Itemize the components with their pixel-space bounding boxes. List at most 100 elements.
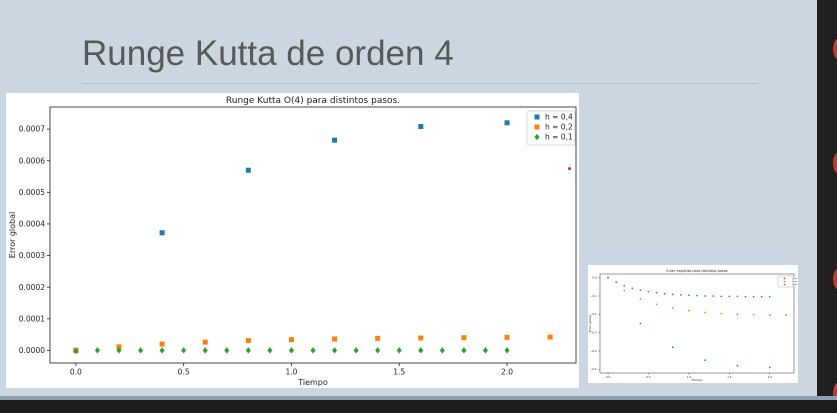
inset-chart-svg: Euler explicito para distintos pasos Tiem… — [588, 269, 799, 382]
data-point — [375, 347, 381, 354]
data-point — [224, 347, 230, 354]
data-point — [655, 303, 658, 306]
legend-label: h = 0,4 — [793, 276, 799, 280]
data-point — [623, 284, 626, 287]
data-point — [288, 347, 294, 354]
data-point — [736, 313, 739, 316]
y-tick-label: 0.0 — [592, 276, 596, 280]
legend-label: h = 0,1 — [793, 282, 799, 286]
legend-marker — [534, 124, 540, 130]
data-point — [159, 341, 165, 347]
data-point — [655, 291, 658, 294]
data-point — [752, 313, 755, 316]
y-tick-label: 0.0001 — [19, 314, 45, 323]
data-point — [607, 276, 609, 279]
data-point — [482, 347, 488, 354]
data-point — [504, 334, 510, 340]
y-tick-label: −0.2 — [590, 312, 597, 316]
data-point — [768, 295, 771, 298]
data-point — [768, 314, 771, 316]
y-tick-label: 0.0000 — [19, 346, 45, 355]
data-point — [696, 294, 698, 297]
legend-marker — [534, 114, 540, 120]
data-point — [245, 167, 251, 173]
x-tick-label: 1.0 — [687, 375, 691, 379]
y-axis-label: Error global — [8, 212, 17, 258]
y-tick-label: −0.4 — [590, 349, 597, 353]
legend-label: h = 0,2 — [545, 123, 573, 132]
side-marker — [833, 152, 837, 174]
data-point — [439, 347, 445, 354]
data-point — [760, 295, 763, 298]
data-point — [720, 295, 723, 298]
y-tick-label: 0.0002 — [19, 283, 45, 292]
data-point — [332, 137, 338, 143]
data-point — [288, 337, 294, 343]
legend-label: h = 0,1 — [545, 133, 573, 142]
side-marker — [833, 382, 837, 404]
x-tick-label: 0.0 — [70, 368, 82, 377]
right-side-panel — [817, 0, 837, 413]
data-point — [418, 335, 424, 341]
data-point — [671, 293, 674, 296]
title-divider — [82, 83, 758, 84]
bottom-bar — [0, 400, 837, 413]
chart-title: Euler explicito para distintos pasos — [666, 269, 727, 273]
data-point — [418, 347, 424, 354]
y-tick-label: 0.0005 — [19, 188, 45, 197]
legend-label: h = 0,4 — [545, 113, 573, 122]
data-point — [720, 312, 723, 315]
legend-box — [777, 275, 795, 288]
side-marker — [833, 38, 837, 60]
data-point — [202, 347, 208, 354]
data-point — [712, 295, 715, 297]
data-point — [647, 290, 650, 293]
data-point — [679, 294, 682, 296]
data-point — [181, 347, 187, 354]
legend-label: h = 0,2 — [793, 279, 799, 283]
y-tick-label: 0.0007 — [19, 125, 45, 134]
x-tick-label: 0.5 — [646, 375, 650, 379]
data-point — [396, 347, 402, 354]
data-point — [688, 309, 690, 312]
main-chart-svg: Runge Kutta O(4) para distintos pasos. Ti… — [8, 96, 577, 387]
data-point — [639, 322, 642, 325]
x-tick-label: 1.0 — [285, 368, 297, 377]
data-point — [639, 289, 642, 292]
x-tick-label: 0.0 — [606, 375, 610, 379]
data-point — [267, 347, 273, 354]
data-point — [639, 298, 642, 300]
x-tick-label: 2.0 — [768, 375, 772, 379]
data-point — [245, 338, 251, 344]
data-point — [332, 347, 338, 354]
data-point — [671, 307, 674, 309]
data-point — [704, 311, 706, 314]
plot-frame — [49, 106, 577, 364]
data-point — [73, 347, 79, 355]
data-point — [547, 334, 553, 340]
y-tick-label: −0.3 — [590, 331, 597, 335]
data-point — [461, 335, 467, 341]
data-point — [704, 295, 706, 297]
x-axis-label: Tiempo — [297, 378, 328, 387]
main-chart: Runge Kutta O(4) para distintos pasos. Ti… — [6, 93, 579, 388]
data-point — [728, 295, 731, 298]
data-point — [631, 287, 634, 290]
legend-marker — [783, 280, 786, 283]
data-point — [752, 295, 755, 298]
data-point — [736, 295, 739, 298]
legend-marker — [783, 277, 786, 280]
y-tick-label: −0.1 — [590, 294, 597, 298]
data-point — [353, 347, 359, 354]
data-point — [245, 347, 251, 354]
data-point — [504, 120, 510, 126]
data-point — [744, 295, 747, 298]
x-tick-label: 2.0 — [501, 368, 513, 377]
data-point — [623, 289, 626, 292]
data-point — [94, 347, 100, 354]
data-point — [116, 347, 122, 354]
data-point — [138, 347, 144, 354]
x-axis-label: Tiempo — [690, 378, 702, 382]
data-point — [768, 366, 771, 369]
plot-frame — [599, 273, 795, 374]
